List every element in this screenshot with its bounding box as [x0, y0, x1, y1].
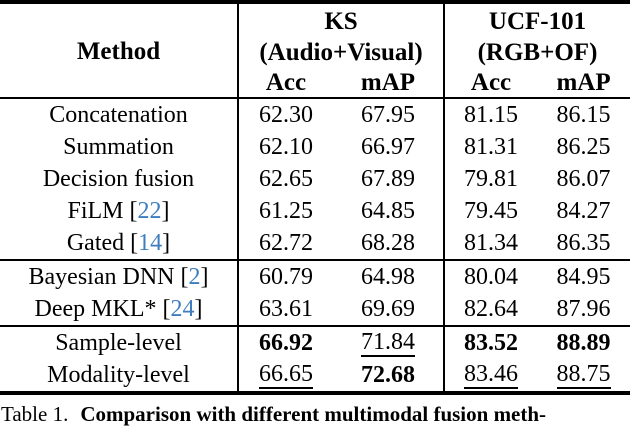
value-cell-ucf-map: 86.07: [556, 166, 611, 192]
column-group-ks-title: KS: [236, 2, 445, 36]
header-row-dataset: Method KS UCF-101: [0, 2, 631, 99]
table-row-sample-level: Sample-level 66.92 71.84 83.52 88.89: [0, 325, 631, 359]
value-cell-ks-acc: 60.79: [237, 259, 333, 293]
method-label: Gated [: [66, 230, 139, 256]
value-cell-ks-acc: 62.10: [237, 131, 333, 163]
method-label-end: ]: [162, 230, 171, 256]
value-cell-ucf-acc: 81.15: [443, 98, 538, 131]
value-cell-ucf-acc: 79.45: [443, 195, 538, 227]
value-cell-ks-acc: 66.92: [237, 325, 333, 359]
value-cell-ucf-acc: 83.52: [443, 325, 538, 359]
method-cell: Sample-level: [0, 325, 238, 359]
column-header-ks-map: mAP: [333, 68, 445, 99]
citation-link[interactable]: 22: [137, 198, 162, 224]
column-group-ucf101-subtitle: (RGB+OF): [443, 36, 631, 68]
value-cell-ucf-map: 87.96: [556, 296, 611, 322]
value-cell-ks-map: 66.97: [361, 134, 415, 160]
value-cell-ucf-acc: 82.64: [443, 293, 538, 326]
value-cell-ucf-acc: 79.81: [443, 163, 538, 195]
method-cell: Concatenation: [0, 98, 238, 131]
column-header-ks-acc: Acc: [237, 68, 333, 99]
method-label: Bayesian DNN [: [28, 264, 189, 290]
value-cell-ks-map: 67.89: [361, 166, 415, 192]
table-row: Bayesian DNN [2] 60.79 64.98 80.04 84.95: [0, 259, 631, 293]
header-row-metrics: Acc mAP Acc mAP: [0, 68, 631, 99]
table-row: Concatenation 62.30 67.95 81.15 86.15: [0, 98, 630, 131]
value-cell-ucf-map: 86.35: [556, 230, 611, 256]
value-cell-ucf-acc: 80.04: [443, 259, 538, 293]
value-cell-ucf-map: 86.15: [556, 102, 611, 128]
method-cell: Gated [14]: [0, 227, 238, 260]
method-cell: Decision fusion: [0, 163, 238, 195]
citation-link[interactable]: 24: [170, 296, 195, 322]
value-cell-ks-map: 64.85: [361, 198, 415, 224]
value-cell-ucf-map: 84.95: [537, 259, 631, 293]
value-cell-ks-acc: 61.25: [237, 195, 333, 227]
value-cell-ks-map: 69.69: [361, 296, 415, 322]
method-label: FiLM [: [67, 198, 138, 224]
table-row: Summation 62.10 66.97 81.31 86.25: [0, 131, 630, 163]
method-cell: FiLM [22]: [0, 195, 238, 227]
table-row: Decision fusion 62.65 67.89 79.81 86.07: [0, 163, 630, 195]
column-header-ucf-map: mAP: [537, 68, 631, 99]
value-cell-ks-acc: 62.65: [237, 163, 333, 195]
column-header-ucf-acc: Acc: [443, 68, 538, 99]
method-cell: Bayesian DNN [2]: [0, 259, 238, 293]
value-cell-ucf-map: 88.75: [556, 360, 611, 389]
value-cell-ks-acc: 62.72: [237, 227, 333, 260]
method-label: Decision fusion: [42, 166, 195, 192]
method-cell: Modality-level: [0, 359, 238, 393]
method-label-end: ]: [194, 296, 203, 322]
value-cell-ucf-map: 86.25: [556, 134, 611, 160]
table-row: Deep MKL* [24] 63.61 69.69 82.64 87.96: [0, 293, 630, 326]
value-cell-ks-map: 71.84: [333, 325, 445, 359]
table-row: Gated [14] 62.72 68.28 81.34 86.35: [0, 227, 630, 260]
value-cell-ucf-acc: 81.34: [443, 227, 538, 260]
column-header-method: Method: [0, 2, 238, 99]
value-cell-ks-acc: 62.30: [237, 98, 333, 131]
method-label-end: ]: [161, 198, 170, 224]
value-cell-ks-acc: 63.61: [237, 293, 333, 326]
value-cell-ks-map: 68.28: [361, 230, 415, 256]
value-cell-ks-map: 67.95: [361, 102, 415, 128]
method-cell: Summation: [0, 131, 238, 163]
method-label: Summation: [63, 134, 174, 160]
citation-link[interactable]: 14: [138, 230, 163, 256]
caption-label: Table 1.: [1, 402, 69, 426]
column-group-ks-subtitle: (Audio+Visual): [236, 36, 445, 68]
value-cell-ucf-acc: 81.31: [443, 131, 538, 163]
method-label: Sample-level: [55, 330, 182, 356]
table-row-modality-level: Modality-level 66.65 72.68 83.46 88.75: [0, 359, 630, 393]
method-label: Modality-level: [47, 362, 190, 388]
citation-link[interactable]: 2: [188, 264, 201, 290]
results-table: Method KS UCF-101 (Audio+Visual) (RGB+OF…: [0, 0, 631, 395]
method-label: Concatenation: [49, 102, 188, 128]
value-cell-ks-map: 72.68: [361, 362, 415, 388]
caption-text: Comparison with different multimodal fus…: [80, 402, 547, 426]
table-caption: Table 1. Comparison with different multim…: [1, 402, 640, 427]
method-cell: Deep MKL* [24]: [0, 293, 238, 326]
value-cell-ucf-acc: 83.46: [443, 359, 538, 393]
value-cell-ucf-map: 84.27: [556, 198, 611, 224]
method-label: Deep MKL* [: [34, 296, 171, 322]
method-label-end: ]: [200, 264, 209, 290]
table-row: FiLM [22] 61.25 64.85 79.45 84.27: [0, 195, 630, 227]
column-group-ucf101-title: UCF-101: [443, 2, 631, 36]
header-row-modalities: (Audio+Visual) (RGB+OF): [0, 36, 631, 68]
value-cell-ks-acc: 66.65: [237, 359, 333, 393]
value-cell-ucf-map: 88.89: [537, 325, 631, 359]
value-cell-ks-map: 64.98: [333, 259, 445, 293]
